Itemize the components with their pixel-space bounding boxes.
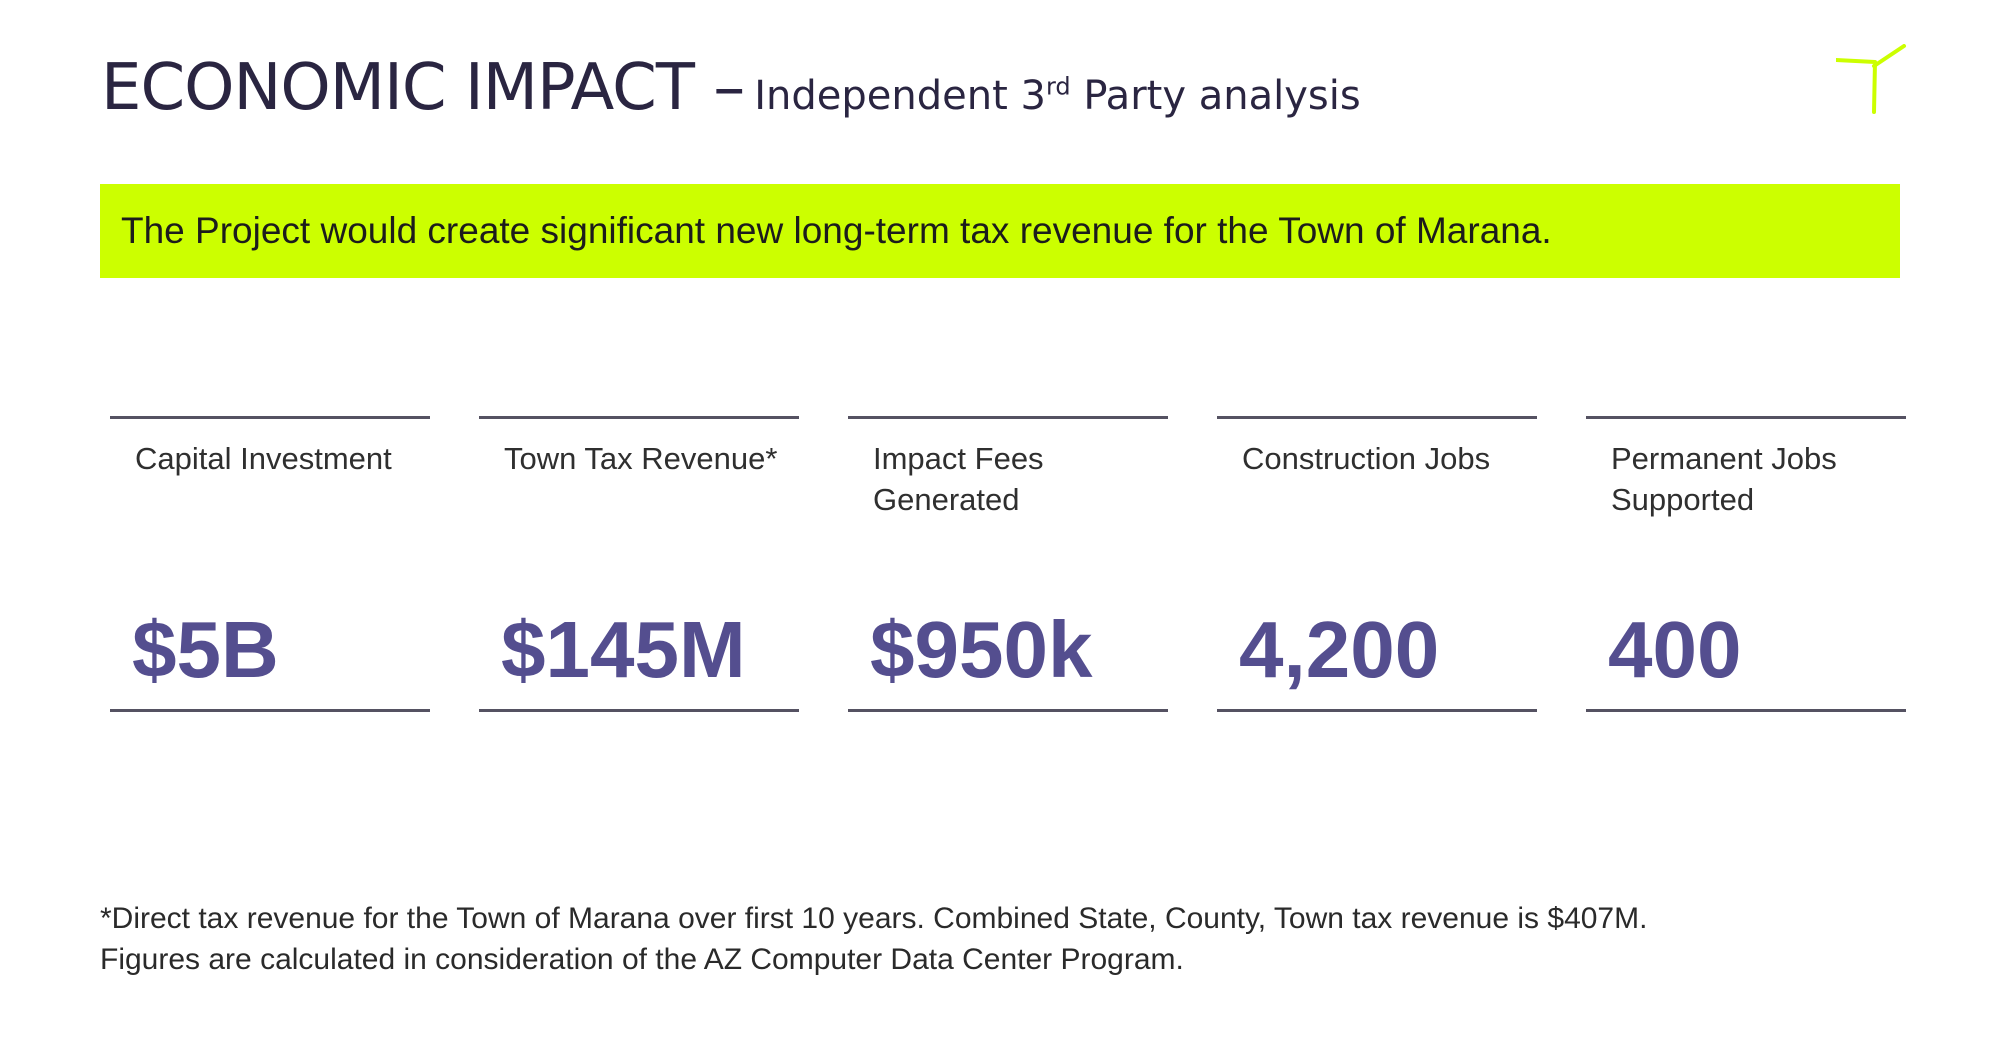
divider xyxy=(1586,416,1906,419)
stat-value: $145M xyxy=(501,605,746,694)
stat-label: Permanent Jobs Supported xyxy=(1611,441,1837,517)
stat-impact-fees: Impact Fees Generated $950k xyxy=(848,414,1168,714)
y-mark-icon xyxy=(1836,44,1906,114)
stat-value: 4,200 xyxy=(1239,605,1440,694)
divider xyxy=(479,709,799,712)
stat-value: $5B xyxy=(132,605,279,694)
title-subtitle: Independent 3rd Party analysis xyxy=(754,73,1360,119)
footnote-line: *Direct tax revenue for the Town of Mara… xyxy=(100,902,1648,935)
highlight-banner: The Project would create significant new… xyxy=(100,184,1900,278)
stat-value: $950k xyxy=(870,605,1093,694)
subtitle-suffix: Party analysis xyxy=(1070,73,1361,119)
divider xyxy=(1217,416,1537,419)
stat-permanent-jobs: Permanent Jobs Supported 400 xyxy=(1586,414,1906,714)
stat-label: Town Tax Revenue* xyxy=(504,441,778,476)
stat-label: Capital Investment xyxy=(135,441,392,476)
divider xyxy=(1217,709,1537,712)
divider xyxy=(848,416,1168,419)
divider xyxy=(1586,709,1906,712)
subtitle-prefix: Independent 3 xyxy=(754,73,1046,119)
divider xyxy=(479,416,799,419)
divider xyxy=(848,709,1168,712)
banner-text: The Project would create significant new… xyxy=(121,210,1552,251)
title-main: ECONOMIC IMPACT – xyxy=(101,51,745,125)
divider xyxy=(110,416,430,419)
page-title: ECONOMIC IMPACT – Independent 3rd Party a… xyxy=(101,56,1361,120)
stat-value: 400 xyxy=(1608,605,1742,694)
divider xyxy=(110,709,430,712)
stat-construction-jobs: Construction Jobs 4,200 xyxy=(1217,414,1537,714)
stat-label: Impact Fees Generated xyxy=(873,441,1044,517)
stat-capital-investment: Capital Investment $5B xyxy=(110,414,430,714)
footnote: *Direct tax revenue for the Town of Mara… xyxy=(100,898,1647,980)
footnote-line: Figures are calculated in consideration … xyxy=(100,943,1184,976)
stat-town-tax-revenue: Town Tax Revenue* $145M xyxy=(479,414,799,714)
subtitle-superscript: rd xyxy=(1045,72,1071,101)
stat-label: Construction Jobs xyxy=(1242,441,1491,476)
